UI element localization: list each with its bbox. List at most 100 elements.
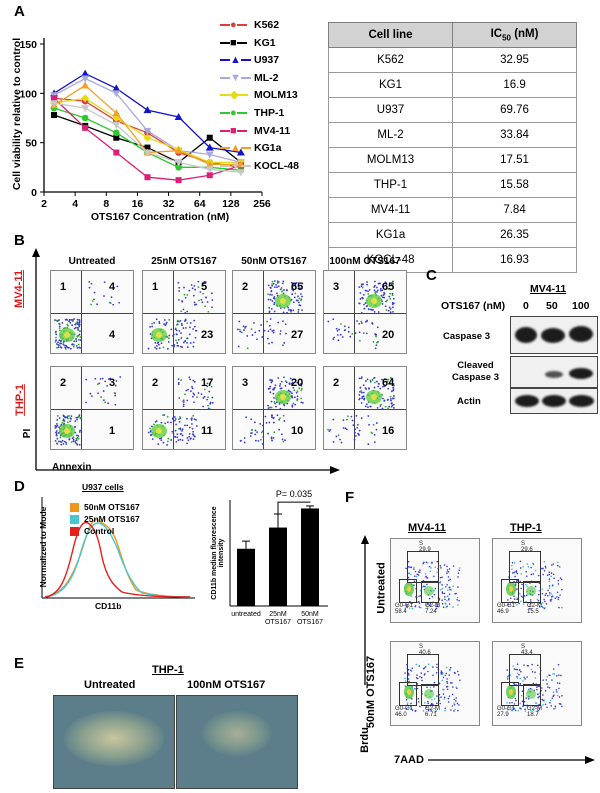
histogram-control-curve [44,521,191,598]
g0g1-gate [399,682,417,706]
ic50-cell-line: KG1 [327,72,454,98]
panel-f-label: F [345,489,355,506]
s-phase-value: S 40.6 [419,644,431,656]
ic50-value: 32.95 [452,47,577,73]
quadrant-lr-value: 11 [201,425,213,437]
a-point [81,75,90,83]
a-point [81,114,89,122]
e-label-100nm: 100nM OTS167 [187,679,266,691]
g2m-gate [523,684,541,706]
a-legend-label: KOCL-48 [254,159,299,172]
a-legend-label: KG1a [254,142,282,155]
cell-cycle-plot: S 40.6 G0-G1 46.0 G2-M 6.71 [390,641,480,726]
quadrant-ul-value: 2 [60,377,67,389]
band [541,328,565,343]
g2m-value: G2-M 15.5 [527,603,542,615]
flow-scatter [236,280,304,350]
dose-label: 100 [572,300,590,312]
blot-cell-line: MV4-11 [530,283,567,295]
panel-a-line-chart: 0 50 100 150 2 4 8 16 32 64 128 256 [19,38,271,210]
a-point [205,166,214,174]
ic50-table: Cell line IC50 (nM) K562 32.95 KG1 16.9 U937… [327,22,577,273]
a-point [236,169,245,177]
a-point [143,127,152,135]
flow-plot: 2 17 11 [142,366,226,450]
ic50-cell-line: U937 [327,97,454,123]
cd11b-histogram [41,497,195,599]
flow-plot: 1 5 23 [142,270,226,354]
a-legend-label: U937 [254,54,280,67]
a-point [144,174,151,181]
quadrant-ul-value: 2 [152,377,159,389]
a-point [206,172,213,179]
quadrant-v-line [81,367,82,449]
a-point [236,148,245,156]
e-label-untreated: Untreated [84,679,136,691]
blot-label-caspase3: Caspase 3 [443,331,491,342]
d-bar-ylabel: CD11b median fluorescence intensity [211,506,225,600]
g2m-value: G2-M 18.7 [527,706,542,718]
cc-scatter [404,663,461,713]
a-legend-item: ▲ KG1a [220,140,281,156]
blot-cleaved-caspase3 [510,356,598,388]
b-col-title: 100nM OTS167 [329,256,401,267]
panel-c-label: C [426,267,437,284]
quadrant-v-line [354,367,355,449]
a-point [113,149,120,156]
g0g1-gate [399,579,417,603]
band [542,395,566,407]
dose-label: 50 [546,300,558,312]
a-point [175,177,182,184]
a-point [81,81,90,89]
table-row: U937 69.76 [327,97,577,123]
quadrant-h-line [143,409,225,410]
quadrant-h-line [233,313,315,314]
flow-scatter [54,280,121,350]
quadrant-lr-value: 23 [201,329,214,341]
quadrant-v-line [173,367,174,449]
g2m-value: G2-M 7.24 [425,603,440,615]
a-legend-marker: ▲ [220,52,254,68]
a-point [51,95,58,102]
brdu-axis-label: Brdu [358,727,371,753]
a-legend-label: K562 [254,19,280,31]
a-point [112,84,121,92]
quadrant-h-line [324,409,406,410]
cell-cycle-plot: S 29.6 G0-G1 46.9 G2-M 15.5 [492,538,582,623]
d-bar-label-line2: OTS167 [297,619,323,626]
a-legend-marker: ▲ [220,140,254,156]
g2m-gate [421,581,439,603]
a-legend-label: ML-2 [254,71,279,84]
a-legend-marker: ▼ [220,70,254,86]
ic50-cell-line: THP-1 [327,172,454,198]
quadrant-ur-value: 3 [109,377,116,389]
panel-d-label: D [14,478,25,495]
g2m-value: G2-M 6.71 [425,706,440,718]
a-point [112,121,121,129]
d-legend-item: 25nM OTS167 [70,514,140,525]
a-point [112,90,121,98]
flow-scatter [54,376,122,446]
ic50-table-header: Cell line IC50 (nM) [327,22,577,48]
g0g1-value: G0-G1 46.9 [497,603,516,615]
d-legend-swatch [70,515,79,525]
a-series-ml-2 [50,75,245,167]
a-point [81,94,90,103]
g0g1-gate [501,579,519,603]
a-xtick-label: 2 [41,198,47,210]
a-legend-item: ■ MV4-11 [220,123,290,139]
panel-a-label: A [14,3,25,20]
a-legend-marker: ● [220,105,254,121]
d-bar-label: 50nM [301,611,319,618]
d-bar [269,527,287,606]
a-point [174,159,183,167]
ic50-value: 17.51 [452,147,577,173]
d-legend-swatch [70,527,79,537]
quadrant-h-line [143,313,225,314]
d-legend-item: 50nM OTS167 [70,502,140,513]
a-legend-marker: ● [220,17,254,33]
d-pvalue: P= 0.035 [276,489,312,499]
flow-plot: 1 4 4 [50,270,134,354]
g0g1-value: G0-G1 46.0 [395,706,414,718]
flow-scatter [327,376,395,446]
